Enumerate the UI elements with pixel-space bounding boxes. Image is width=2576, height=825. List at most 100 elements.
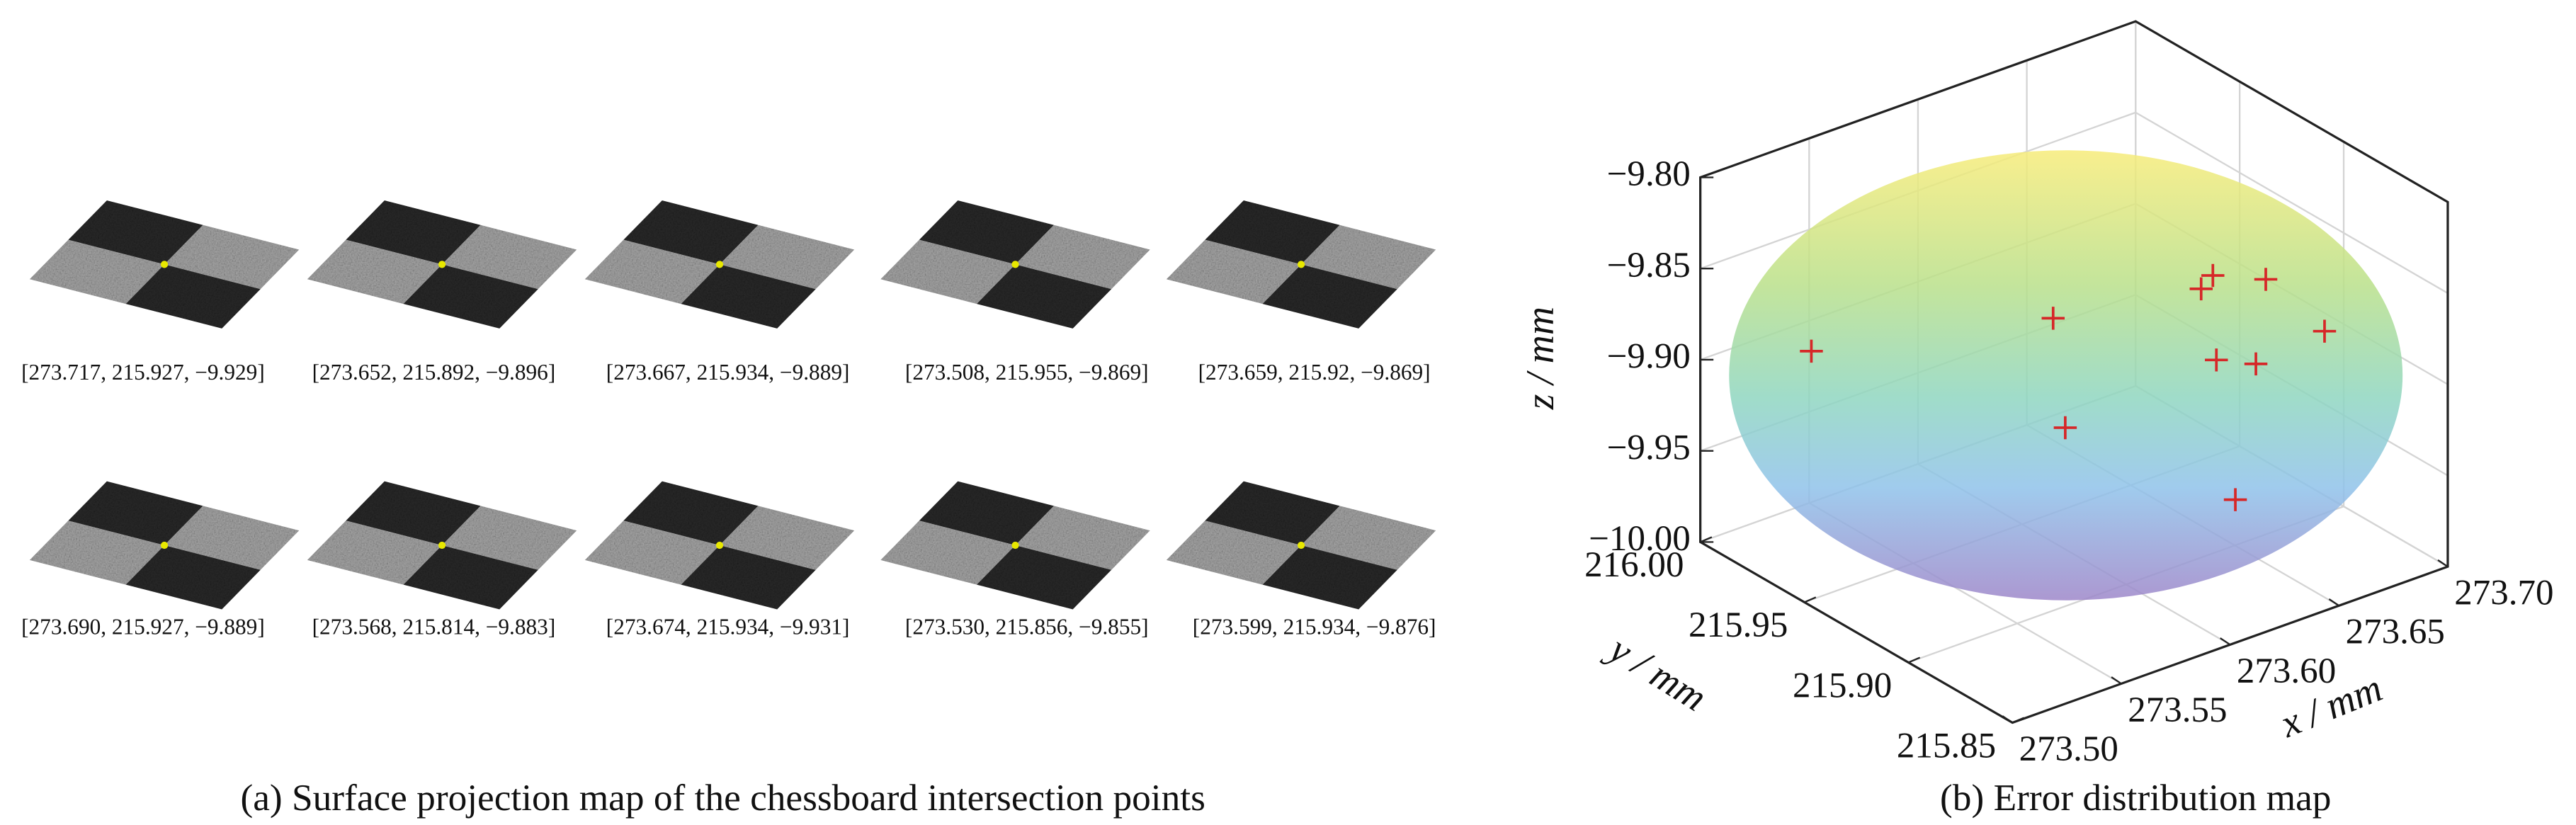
data-point <box>2244 352 2268 376</box>
chessboard-square <box>29 239 165 305</box>
y-tick <box>1700 536 1713 543</box>
data-point <box>2313 319 2337 343</box>
z-tick-label: −9.80 <box>1607 154 1691 194</box>
data-point <box>2053 416 2077 440</box>
chessboard-square <box>919 481 1054 546</box>
chessboard-image <box>307 200 577 329</box>
chessboard-square <box>1262 264 1397 329</box>
chessboard-image <box>1166 200 1436 329</box>
chessboard-image <box>1166 481 1436 610</box>
chessboard-square <box>125 545 261 610</box>
data-point <box>2223 488 2247 511</box>
panel-b: −9.80−9.85−9.90−9.95−10.00216.00215.9521… <box>1519 20 2554 769</box>
chessboard-square <box>976 545 1112 610</box>
coordinate-label: [273.674, 215.934, −9.931] <box>606 614 850 639</box>
chessboard-square <box>1301 224 1436 290</box>
intersection-point <box>1011 541 1019 550</box>
chessboard-square <box>125 264 261 329</box>
chessboard-square <box>403 545 538 610</box>
chessboard-image <box>584 200 855 329</box>
chessboard-square <box>919 200 1054 265</box>
x-tick <box>2002 715 2013 724</box>
x-tick <box>2111 676 2122 685</box>
z-tick-label: −10.00 <box>1589 519 1691 559</box>
intersection-point <box>1297 541 1305 550</box>
y-tick <box>1804 596 1817 603</box>
intersection-point <box>715 541 724 550</box>
y-tick-label: 215.95 <box>1689 605 1788 645</box>
x-tick-label: 273.50 <box>2019 729 2118 769</box>
chessboard-square <box>584 239 720 305</box>
x-tick-label: 273.60 <box>2237 652 2336 691</box>
z-tick-label: −9.85 <box>1607 246 1691 285</box>
intersection-point <box>1011 261 1019 268</box>
chessboard-square <box>346 481 481 546</box>
x-tick-label: 273.65 <box>2346 613 2445 652</box>
z-tick-label: −9.90 <box>1607 337 1691 377</box>
chessboard-square <box>976 264 1112 329</box>
chessboard-square <box>1301 506 1436 570</box>
chessboard-square <box>68 481 203 546</box>
chessboard-square <box>681 264 816 329</box>
y-tick-label: 215.90 <box>1793 666 1892 705</box>
coordinate-label: [273.717, 215.927, −9.929] <box>21 360 265 385</box>
fitted-sphere <box>1729 150 2403 601</box>
intersection-point <box>438 261 446 268</box>
chessboard-square <box>442 224 577 290</box>
coordinate-label: [273.652, 215.892, −9.896] <box>312 360 556 385</box>
chessboard-square <box>1015 224 1150 290</box>
coordinate-label: [273.659, 215.92, −9.869] <box>1198 360 1431 385</box>
intersection-point <box>1297 261 1305 268</box>
x-tick-label: 273.70 <box>2454 574 2553 613</box>
chessboard-square <box>1015 506 1150 570</box>
chessboard-square <box>307 239 443 305</box>
y-tick-label: 216.00 <box>1584 545 1684 585</box>
chessboard-image <box>880 200 1150 329</box>
chessboard-square <box>584 520 720 585</box>
x-tick <box>2437 559 2449 568</box>
x-tick-label: 273.55 <box>2128 690 2227 730</box>
coordinate-label: [273.530, 215.856, −9.855] <box>905 614 1149 639</box>
z-axis-label: z / mm <box>1519 307 1562 410</box>
data-point <box>2041 307 2065 330</box>
data-point <box>2254 268 2278 291</box>
chessboard-image <box>29 200 300 329</box>
data-point <box>1800 339 1823 363</box>
chessboard-square <box>1205 481 1340 546</box>
panel-a: [273.717, 215.927, −9.929] [273.652, 215.… <box>21 200 1436 639</box>
chessboard-square <box>1166 520 1302 585</box>
caption-a: (a) Surface projection map of the chessb… <box>240 776 1205 819</box>
x-tick <box>2220 637 2231 646</box>
chessboard-square <box>1262 545 1397 610</box>
chessboard-image <box>29 481 300 610</box>
chessboard-square <box>346 200 481 265</box>
chessboard-square <box>1205 200 1340 265</box>
chessboard-square <box>623 481 759 546</box>
coordinate-label: [273.667, 215.934, −9.889] <box>606 360 850 385</box>
chessboard-image <box>584 481 855 610</box>
z-tick-label: −9.95 <box>1607 428 1691 467</box>
chessboard-image <box>307 481 577 610</box>
caption-b: (b) Error distribution map <box>1940 776 2331 819</box>
intersection-point <box>160 261 169 268</box>
chessboard-square <box>68 200 203 265</box>
y-tick <box>2012 717 2025 724</box>
coordinate-label: [273.568, 215.814, −9.883] <box>312 614 556 639</box>
intersection-point <box>160 541 169 550</box>
y-tick <box>1907 656 1921 664</box>
data-point <box>2189 277 2213 301</box>
chessboard-square <box>623 200 759 265</box>
chessboard-square <box>442 506 577 570</box>
chessboard-square <box>307 520 443 585</box>
data-point <box>2201 263 2225 288</box>
coordinate-label: [273.508, 215.955, −9.869] <box>905 360 1149 385</box>
chessboard-square <box>720 224 855 290</box>
chessboard-square <box>164 506 300 570</box>
intersection-point <box>438 541 446 550</box>
y-tick-label: 215.85 <box>1897 726 1996 766</box>
data-point <box>2205 348 2228 372</box>
chessboard-square <box>403 264 538 329</box>
coordinate-label: [273.599, 215.934, −9.876] <box>1193 614 1436 639</box>
